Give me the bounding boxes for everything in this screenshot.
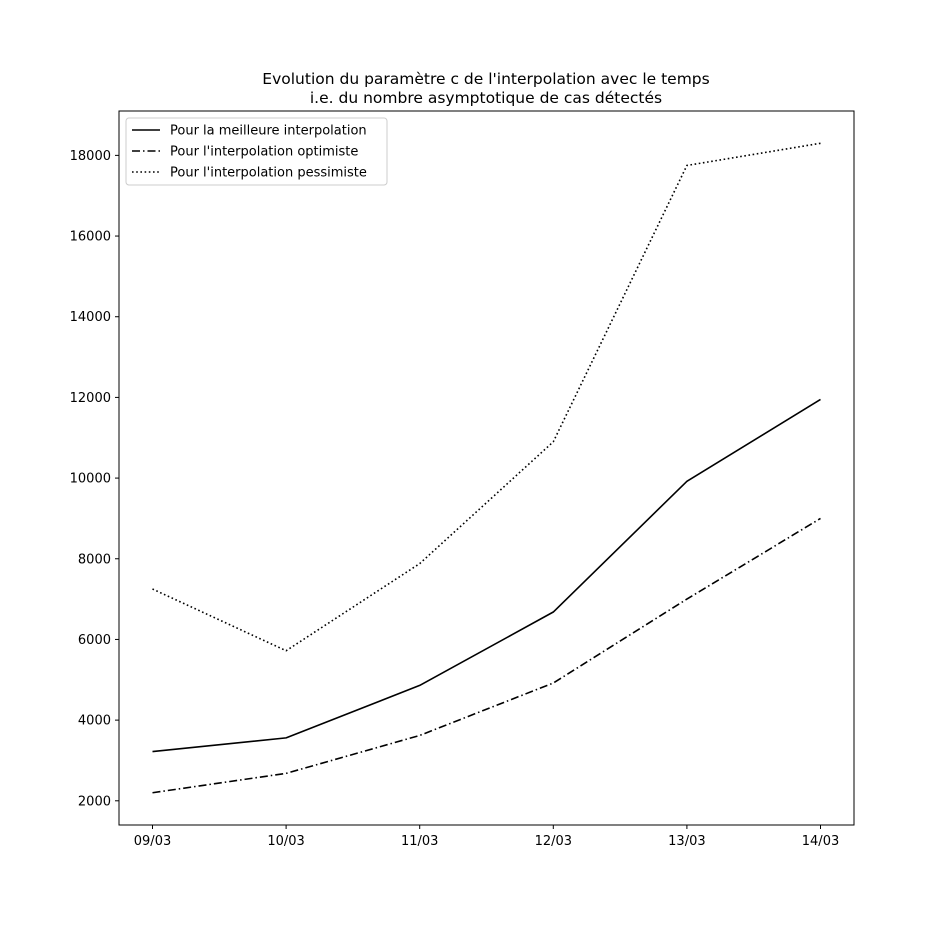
- x-tick-label: 12/03: [535, 834, 572, 849]
- series-line-1: [152, 398, 821, 753]
- y-tick-label: 14000: [70, 310, 111, 325]
- x-tick-label: 13/03: [668, 834, 705, 849]
- x-tick-label: 10/03: [267, 834, 304, 849]
- legend-label: Pour l'interpolation optimiste: [170, 145, 358, 160]
- plot-area-frame: [118, 110, 855, 826]
- y-tick-label: 6000: [78, 633, 111, 648]
- y-tick-label: 8000: [78, 552, 111, 567]
- series-line-2: [152, 517, 821, 794]
- chart-title: Evolution du paramètre c de l'interpolat…: [262, 70, 709, 88]
- legend-label: Pour la meilleure interpolation: [170, 124, 367, 139]
- x-tick-label: 11/03: [401, 834, 438, 849]
- y-tick-label: 16000: [70, 230, 111, 245]
- series-lines: [152, 142, 821, 794]
- x-tick-label: 14/03: [802, 834, 839, 849]
- x-tick-label: 09/03: [134, 834, 171, 849]
- chart-subtitle: i.e. du nombre asymptotique de cas détec…: [310, 89, 662, 107]
- y-tick-label: 4000: [78, 714, 111, 729]
- y-tick-label: 10000: [70, 472, 111, 487]
- y-tick-label: 2000: [78, 794, 111, 809]
- axis-ticks: 09/03 10/03 11/03 12/03 13/03 14/03 2000 4000 60…: [70, 149, 840, 849]
- y-tick-label: 12000: [70, 391, 111, 406]
- legend: Pour la meilleure interpolation Pour l'in…: [125, 117, 388, 186]
- legend-box: [125, 117, 388, 186]
- y-tick-label: 18000: [70, 149, 111, 164]
- legend-label: Pour l'interpolation pessimiste: [170, 166, 367, 181]
- series-line-3: [152, 142, 821, 652]
